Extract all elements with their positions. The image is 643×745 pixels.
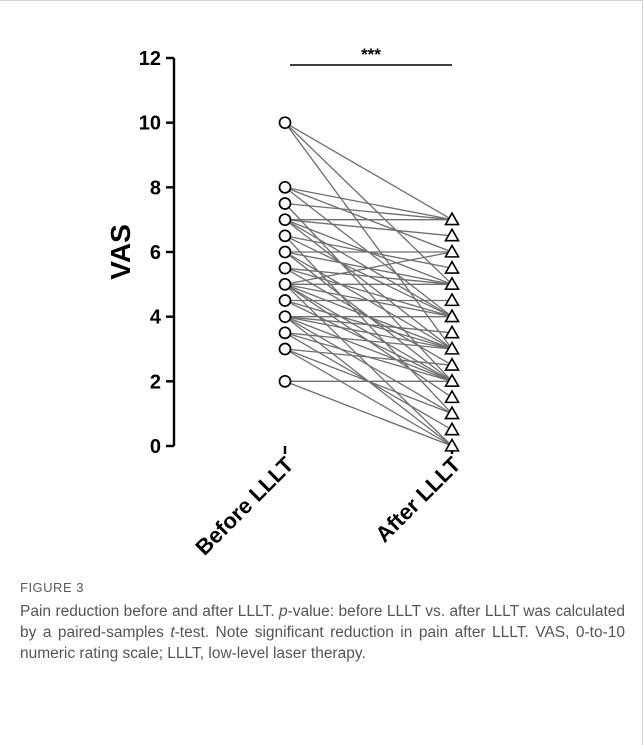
after-marker — [446, 423, 459, 434]
pair-line — [285, 204, 452, 220]
y-tick-label: 4 — [150, 307, 162, 329]
pair-line — [285, 317, 452, 382]
before-marker — [280, 295, 291, 306]
y-tick-label: 6 — [150, 242, 161, 264]
y-tick-label: 12 — [139, 48, 161, 70]
pair-line — [285, 123, 452, 220]
before-marker — [280, 376, 291, 387]
after-marker — [446, 391, 459, 402]
x-category-label: Before LLLT — [190, 451, 299, 560]
paired-vas-chart: 0 2 4 6 8 10 12 VAS Before LLLT After LLLT *** — [0, 0, 643, 575]
significance-label: *** — [361, 45, 381, 64]
y-tick-label: 8 — [150, 177, 161, 199]
after-marker — [446, 246, 459, 257]
pair-line — [285, 317, 452, 414]
pair-line — [285, 268, 452, 284]
before-marker — [280, 311, 291, 322]
before-marker — [280, 344, 291, 355]
before-marker — [280, 279, 291, 290]
y-tick-label: 0 — [150, 436, 161, 458]
x-category-label: After LLLT — [370, 451, 466, 547]
before-marker — [280, 247, 291, 258]
caption-text: Pain reduction before and after LLLT. p-… — [20, 601, 625, 664]
pair-line — [285, 123, 452, 349]
pair-line — [285, 349, 452, 365]
caption-part-1: Pain reduction before and after LLLT. — [20, 603, 279, 620]
before-marker — [280, 214, 291, 225]
before-marker — [280, 198, 291, 209]
y-tick-label: 2 — [150, 371, 161, 393]
pair-line — [285, 381, 452, 446]
pair-line — [285, 333, 452, 349]
p-symbol: p — [279, 603, 288, 620]
before-marker — [280, 230, 291, 241]
figure-caption: FIGURE 3 Pain reduction before and after… — [20, 580, 625, 664]
y-axis-label: VAS — [105, 224, 136, 280]
before-marker — [280, 327, 291, 338]
pair-line — [285, 317, 452, 349]
pair-line — [285, 187, 452, 219]
figure-label: FIGURE 3 — [20, 580, 625, 595]
before-marker — [280, 182, 291, 193]
y-axis: 0 2 4 6 8 10 12 — [139, 48, 452, 458]
before-marker — [280, 117, 291, 128]
pair-line — [285, 220, 452, 236]
before-marker — [280, 263, 291, 274]
pair-line — [285, 349, 452, 446]
pair-lines — [285, 123, 452, 446]
y-tick-label: 10 — [139, 113, 161, 135]
pair-line — [285, 317, 452, 333]
after-marker — [446, 294, 459, 305]
